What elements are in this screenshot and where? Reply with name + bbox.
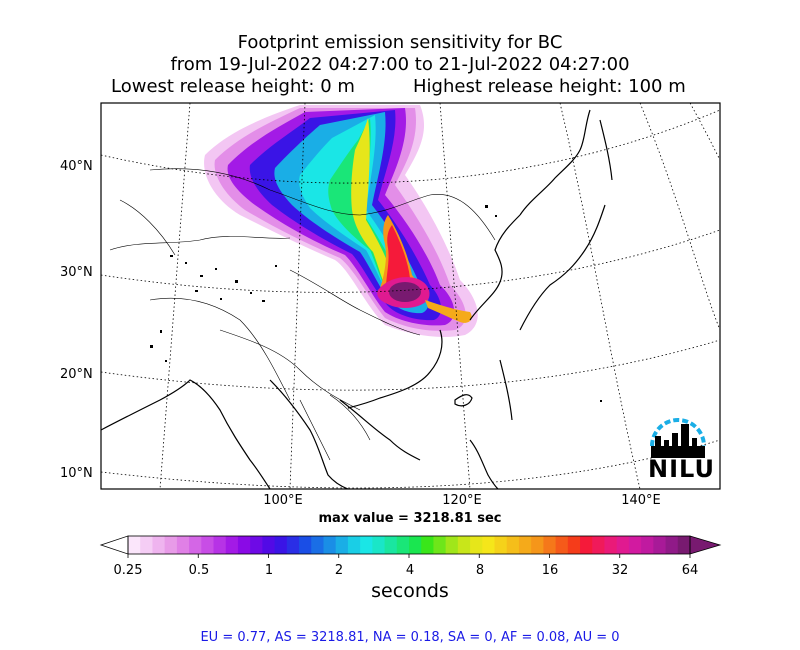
highest-release-height: Highest release height: 100 m bbox=[413, 76, 686, 97]
colorbar-tick-label: 8 bbox=[475, 563, 485, 578]
lowest-release-height: Lowest release height: 0 m bbox=[111, 76, 355, 97]
colorbar-segment bbox=[237, 536, 251, 554]
colorbar-segment bbox=[616, 536, 630, 554]
max-value: max value = 3218.81 sec bbox=[318, 511, 502, 526]
map-frame bbox=[100, 102, 721, 490]
colorbar-segment bbox=[506, 536, 520, 554]
lat-label-10n: 10°N bbox=[60, 466, 93, 481]
colorbar-segment bbox=[470, 536, 483, 554]
colorbar-max-extension bbox=[689, 535, 722, 555]
colorbar-segment bbox=[335, 536, 349, 554]
title-line-2: from 19-Jul-2022 04:27:00 to 21-Jul-2022… bbox=[170, 54, 630, 75]
nilu-logo-text: NILU bbox=[648, 455, 715, 483]
colorbar-segment bbox=[372, 536, 386, 554]
colorbar-segment bbox=[396, 536, 410, 554]
lakes-islands bbox=[150, 205, 602, 402]
colorbar-segment bbox=[580, 536, 593, 554]
colorbar-segment bbox=[653, 536, 667, 554]
colorbar-segment bbox=[677, 536, 691, 554]
map-area bbox=[101, 103, 720, 489]
colorbar-segment bbox=[665, 536, 679, 554]
colorbar-segment bbox=[592, 536, 606, 554]
plume bbox=[204, 105, 478, 337]
colorbar-segment bbox=[531, 536, 544, 554]
colorbar-segment bbox=[604, 536, 618, 554]
colorbar-segment bbox=[201, 536, 215, 554]
colorbar-tick-label: 32 bbox=[611, 563, 629, 578]
lat-label-40n: 40°N bbox=[60, 159, 93, 174]
colorbar-segment bbox=[225, 536, 239, 554]
colorbar-segment bbox=[543, 536, 557, 554]
colorbar-segment bbox=[409, 536, 422, 554]
colorbar-tick-label: 4 bbox=[405, 563, 415, 578]
colorbar bbox=[99, 535, 722, 555]
nilu-logo bbox=[650, 418, 706, 458]
colorbar-tick-label: 0.25 bbox=[113, 563, 143, 578]
colorbar-segment bbox=[250, 536, 263, 554]
colorbar-segment bbox=[457, 536, 471, 554]
colorbar-segment bbox=[628, 536, 642, 554]
colorbar-tick-label: 64 bbox=[681, 563, 699, 578]
graticule bbox=[101, 103, 720, 489]
colorbar-segment bbox=[176, 536, 190, 554]
colorbar-tick-label: 16 bbox=[541, 563, 559, 578]
colorbar-segment bbox=[164, 536, 178, 554]
colorbar-ticks bbox=[127, 554, 691, 558]
country-borders bbox=[109, 168, 496, 461]
colorbar-segment bbox=[274, 536, 288, 554]
colorbar-segment bbox=[421, 536, 435, 554]
colorbar-segment bbox=[433, 536, 447, 554]
colorbar-tick-label: 0.5 bbox=[188, 563, 210, 578]
colorbar-tick-label: 1 bbox=[264, 563, 274, 578]
colorbar-segment bbox=[152, 536, 166, 554]
colorbar-segment bbox=[286, 536, 300, 554]
region-summary: EU = 0.77, AS = 3218.81, NA = 0.18, SA =… bbox=[200, 630, 620, 645]
colorbar-segment bbox=[299, 536, 312, 554]
colorbar-label: seconds bbox=[371, 580, 449, 602]
colorbar-segment bbox=[445, 536, 459, 554]
colorbar-segment bbox=[262, 536, 276, 554]
lat-label-20n: 20°N bbox=[60, 367, 93, 382]
colorbar-min-extension bbox=[99, 535, 129, 555]
colorbar-segment bbox=[128, 536, 141, 554]
colorbar-segment bbox=[494, 536, 508, 554]
colorbar-segment bbox=[189, 536, 202, 554]
colorbar-segment bbox=[311, 536, 325, 554]
colorbar-segment bbox=[347, 536, 361, 554]
colorbar-segment bbox=[641, 536, 654, 554]
colorbar-segment bbox=[360, 536, 373, 554]
colorbar-segment bbox=[213, 536, 227, 554]
lon-label-100e: 100°E bbox=[263, 493, 303, 508]
colorbar-segment bbox=[140, 536, 154, 554]
colorbar-segment bbox=[518, 536, 532, 554]
colorbar-segment bbox=[482, 536, 496, 554]
lat-label-30n: 30°N bbox=[60, 265, 93, 280]
colorbar-segment bbox=[555, 536, 569, 554]
colorbar-segment bbox=[323, 536, 337, 554]
lon-label-120e: 120°E bbox=[442, 493, 482, 508]
lon-label-140e: 140°E bbox=[621, 493, 661, 508]
coastlines bbox=[101, 109, 613, 489]
colorbar-tick-label: 2 bbox=[334, 563, 344, 578]
colorbar-segment bbox=[567, 536, 581, 554]
title-line-1: Footprint emission sensitivity for BC bbox=[237, 32, 563, 53]
colorbar-segment bbox=[384, 536, 398, 554]
